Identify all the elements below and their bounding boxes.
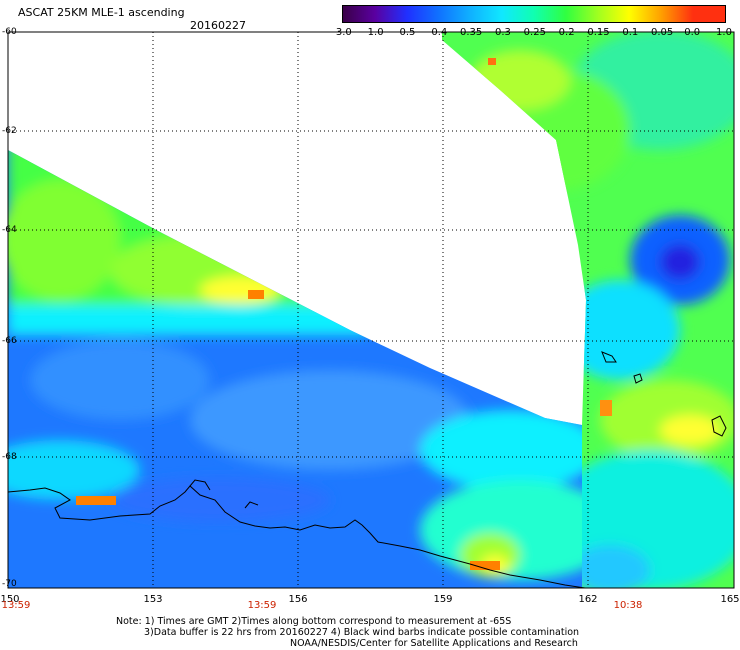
legend-tick-label: -0.1 (618, 27, 639, 38)
note-line-1: Note: 1) Times are GMT 2)Times along bot… (116, 616, 512, 627)
legend-tick-label: -0.5 (395, 27, 416, 38)
time-label: 13:59 (247, 600, 277, 611)
lon-label: 150 (0, 594, 20, 605)
map-date: 20160227 (190, 19, 246, 32)
legend-tick-label: -0.2 (555, 27, 575, 38)
legend-swatch (343, 6, 375, 22)
legend-tick-label: -3.0 (332, 27, 352, 38)
legend-swatch (470, 6, 503, 22)
plot-frame (7, 31, 735, 589)
legend-tick-label: 1.0 (716, 27, 732, 38)
lon-label: 165 (720, 594, 740, 605)
lon-label: 153 (143, 594, 163, 605)
lat-label: -60 (2, 27, 17, 37)
legend-tick-label: -1.0 (364, 27, 384, 38)
lat-label: -66 (2, 336, 17, 346)
legend-tick-label: -0.4 (427, 27, 448, 38)
legend-tick-label: -0.15 (583, 27, 610, 38)
legend-swatch (693, 6, 725, 22)
color-legend (342, 5, 726, 23)
legend-swatch (597, 6, 630, 22)
legend-swatch (661, 6, 694, 22)
legend-swatch (438, 6, 471, 22)
legend-swatch (502, 6, 534, 22)
legend-tick-label: -0.3 (491, 27, 511, 38)
legend-tick-label: 0.0 (684, 27, 701, 38)
legend-swatch (565, 6, 598, 22)
lat-label: -68 (2, 452, 17, 462)
time-label: 13:59 (1, 600, 31, 611)
western-swath (8, 150, 582, 588)
lat-label: -64 (2, 225, 17, 235)
map-title: ASCAT 25KM MLE-1 ascending (18, 6, 185, 19)
graticule (8, 32, 734, 588)
legend-swatch (406, 6, 439, 22)
lat-label: -70 (2, 579, 17, 589)
lon-label: 156 (288, 594, 308, 605)
legend-tick-label: -0.35 (456, 27, 483, 38)
legend-tick-label: -0.05 (647, 27, 674, 38)
lon-label: 162 (578, 594, 598, 605)
legend-tick-label: -0.25 (520, 27, 546, 38)
note-line-2: 3)Data buffer is 22 hrs from 20160227 4)… (144, 627, 580, 638)
legend-swatch (533, 6, 566, 22)
coastline (8, 351, 727, 588)
lon-label: 159 (433, 594, 453, 605)
note-line-3: NOAA/NESDIS/Center for Satellite Applica… (290, 638, 578, 649)
time-label: 10:38 (613, 600, 643, 611)
lat-label: -62 (2, 126, 17, 136)
legend-swatch (629, 6, 662, 22)
legend-swatch (374, 6, 407, 22)
